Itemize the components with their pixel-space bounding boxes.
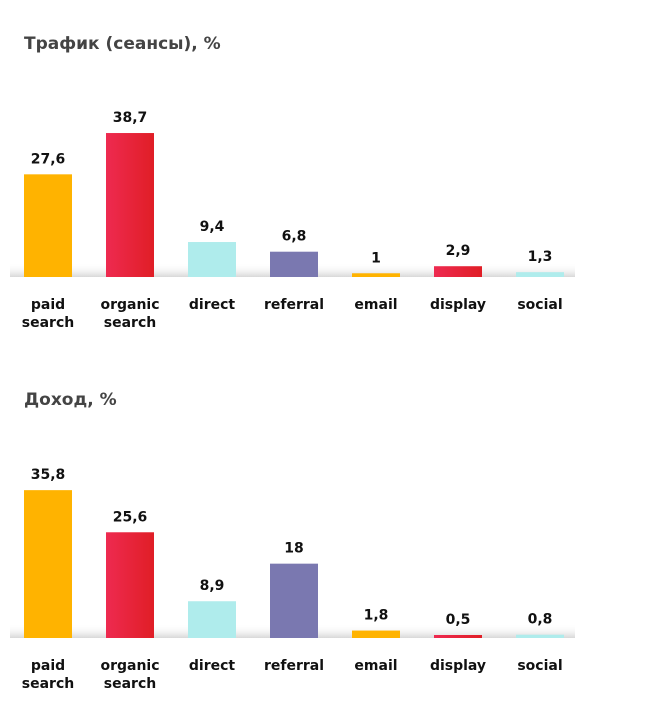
revenue-bar-email bbox=[352, 630, 400, 638]
revenue-bar-direct bbox=[188, 601, 236, 638]
revenue-value-label-organic-search: 25,6 bbox=[113, 509, 148, 525]
traffic-bar-referral bbox=[270, 251, 318, 277]
revenue-category-label-direct: direct bbox=[189, 658, 236, 674]
traffic-value-label-paid-search: 27,6 bbox=[31, 151, 66, 167]
revenue-category-label-paid-search: paid search bbox=[22, 658, 74, 692]
traffic-value-label-email: 1 bbox=[371, 250, 381, 266]
revenue-value-label-social: 0,8 bbox=[528, 612, 553, 628]
revenue-category-label-organic-search: organic search bbox=[100, 658, 159, 692]
traffic-value-label-organic-search: 38,7 bbox=[113, 110, 148, 126]
revenue-category-label-social: social bbox=[517, 658, 562, 674]
traffic-value-label-referral: 6,8 bbox=[282, 229, 307, 245]
traffic-chart: Трафик (сеансы), % 27,6 paid search 38,7 org… bbox=[10, 34, 575, 331]
traffic-bar-direct bbox=[188, 242, 236, 277]
revenue-bar-display bbox=[434, 635, 482, 638]
traffic-bar-display bbox=[434, 266, 482, 277]
traffic-bar-email bbox=[352, 273, 400, 277]
revenue-category-label-email: email bbox=[354, 658, 397, 674]
traffic-category-label-email: email bbox=[354, 297, 397, 313]
revenue-value-label-direct: 8,9 bbox=[200, 578, 225, 594]
traffic-category-label-paid-search: paid search bbox=[22, 297, 74, 331]
traffic-category-label-direct: direct bbox=[189, 297, 236, 313]
revenue-bar-referral bbox=[270, 563, 318, 638]
traffic-value-label-display: 2,9 bbox=[446, 243, 471, 259]
chart-title-revenue: Доход, % bbox=[24, 390, 117, 410]
revenue-value-label-referral: 18 bbox=[284, 541, 303, 557]
revenue-value-label-display: 0,5 bbox=[446, 612, 471, 628]
traffic-chart-plot: 27,6 paid search 38,7 organic search 9,4 direct… bbox=[10, 110, 575, 331]
revenue-value-label-paid-search: 35,8 bbox=[31, 467, 66, 483]
revenue-category-label-display: display bbox=[430, 658, 486, 674]
traffic-category-label-referral: referral bbox=[264, 297, 324, 313]
traffic-bar-organic-search bbox=[106, 133, 154, 277]
traffic-category-label-display: display bbox=[430, 297, 486, 313]
traffic-bar-paid-search bbox=[24, 174, 72, 277]
revenue-bar-social bbox=[516, 634, 564, 638]
revenue-value-label-email: 1,8 bbox=[364, 608, 389, 624]
traffic-category-label-organic-search: organic search bbox=[100, 297, 159, 331]
revenue-chart-plot: 35,8 paid search 25,6 organic search 8,9 direct… bbox=[10, 467, 575, 692]
traffic-value-label-social: 1,3 bbox=[528, 249, 553, 265]
chart-title-traffic: Трафик (сеансы), % bbox=[24, 34, 221, 54]
traffic-bar-social bbox=[516, 272, 564, 277]
revenue-chart: Доход, % 35,8 paid search 25,6 organic search… bbox=[0, 352, 650, 704]
revenue-category-label-referral: referral bbox=[264, 658, 324, 674]
traffic-value-label-direct: 9,4 bbox=[200, 219, 225, 235]
revenue-bar-organic-search bbox=[106, 532, 154, 638]
traffic-category-label-social: social bbox=[517, 297, 562, 313]
revenue-bar-paid-search bbox=[24, 490, 72, 638]
